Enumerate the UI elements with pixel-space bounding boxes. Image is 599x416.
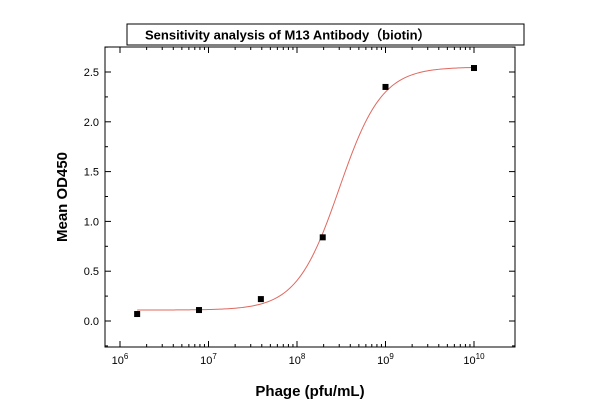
x-tick-label: 108	[289, 352, 306, 367]
data-point	[382, 83, 389, 90]
y-tick-label: 0.5	[84, 266, 99, 278]
data-points	[134, 65, 477, 318]
x-axis: 106 107 108 109 1010	[112, 47, 485, 367]
data-point	[471, 65, 477, 72]
y-tick-label: 2.0	[84, 117, 99, 129]
y-tick-label: 2.5	[84, 67, 99, 79]
plot-area-frame	[104, 46, 516, 348]
x-tick-label: 1010	[463, 352, 485, 367]
x-axis-title: Phage (pfu/mL)	[255, 383, 364, 400]
data-point	[257, 296, 264, 303]
fit-curve	[137, 66, 475, 311]
data-point	[196, 307, 203, 314]
data-point	[319, 234, 326, 241]
y-axis: 0.0 0.5 1.0 1.5 2.0 2.5	[84, 46, 515, 347]
chart-title: Sensitivity analysis of M13 Antibody（bio…	[145, 28, 431, 43]
x-tick-label: 106	[112, 352, 129, 367]
y-axis-title: Mean OD450	[54, 152, 71, 242]
y-tick-label: 0.0	[84, 316, 99, 328]
chart-title-box	[126, 23, 525, 46]
y-tick-label: 1.0	[84, 216, 99, 228]
x-tick-label: 109	[377, 352, 394, 367]
y-tick-label: 1.5	[84, 167, 99, 179]
chart-title-group: Sensitivity analysis of M13 Antibody（bio…	[126, 23, 525, 46]
x-tick-label: 107	[200, 352, 217, 367]
data-point	[134, 311, 141, 318]
